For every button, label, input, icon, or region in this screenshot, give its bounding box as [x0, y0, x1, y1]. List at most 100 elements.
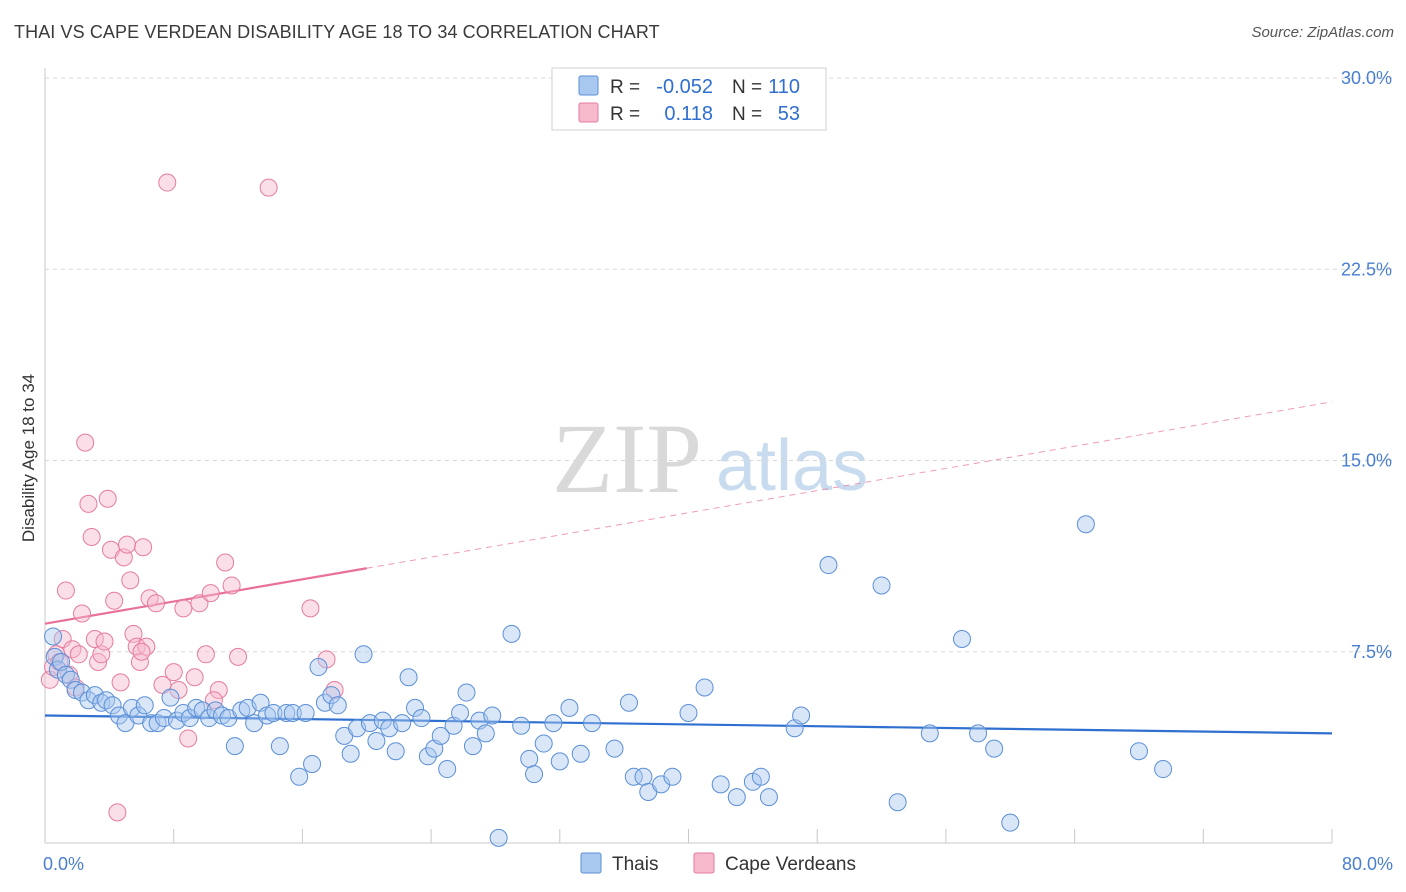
x-tick-labels: 0.0% 80.0% — [43, 854, 1393, 874]
thais-point — [695, 678, 714, 697]
thais-point — [582, 714, 601, 733]
thais-point — [483, 706, 502, 725]
series-legend: Thais Cape Verdeans — [580, 852, 856, 875]
thais-point — [225, 737, 244, 756]
thais-point — [476, 724, 495, 743]
cape-verdeans-point — [301, 599, 320, 618]
cape-verdeans-point — [164, 663, 183, 682]
thais-point — [354, 645, 373, 664]
thais-point — [819, 556, 838, 575]
cape-verdeans-point — [79, 494, 98, 513]
chart-title: THAI VS CAPE VERDEAN DISABILITY AGE 18 T… — [14, 22, 660, 42]
thais-point — [888, 793, 907, 812]
legend-swatch-thais — [578, 75, 599, 96]
thais-point — [727, 788, 746, 807]
cape-verdeans-point — [190, 594, 209, 613]
x-tick-label-min: 0.0% — [43, 854, 84, 874]
y-axis-title: Disability Age 18 to 34 — [19, 374, 38, 542]
thais-point — [56, 665, 75, 684]
y-tick-labels: 7.5% 15.0% 22.5% 30.0% — [1341, 68, 1392, 662]
thais-point — [985, 739, 1004, 758]
cape-verdeans-point — [201, 584, 220, 603]
thais-point — [399, 668, 418, 687]
thais-point — [328, 696, 347, 715]
thais-point — [135, 696, 154, 715]
thais-point — [463, 737, 482, 756]
thais-point — [303, 754, 322, 773]
watermark-atlas: atlas — [716, 426, 868, 506]
thais-point — [386, 742, 405, 761]
thais-point — [792, 706, 811, 725]
thais-point — [103, 696, 122, 715]
cape-verdeans-point — [108, 803, 127, 822]
thais-point — [322, 686, 341, 705]
thais-point — [759, 788, 778, 807]
cape-verdeans-point — [196, 645, 215, 664]
thais-point — [969, 724, 988, 743]
thais-point — [544, 714, 563, 733]
thais-point — [373, 711, 392, 730]
thais-point — [711, 775, 730, 794]
thais-point — [751, 767, 770, 786]
gridlines — [45, 77, 1392, 653]
cape-verdeans-trend-line-extension — [366, 401, 1333, 569]
thais-point — [1154, 760, 1173, 779]
cape-verdeans-point — [132, 642, 151, 661]
legend-n-value-0: 110 — [768, 76, 800, 98]
thais-point — [431, 726, 450, 745]
legend-n-label-1: N = — [732, 104, 762, 125]
thais-point — [571, 744, 590, 763]
thais-points — [44, 515, 1173, 847]
thais-point — [679, 703, 698, 722]
thais-point — [161, 688, 180, 707]
cape-verdeans-point — [127, 637, 146, 656]
thais-point — [92, 693, 111, 712]
thais-point — [1001, 813, 1020, 832]
thais-point — [1076, 515, 1095, 534]
thais-point — [393, 714, 412, 733]
cape-verdeans-point — [174, 599, 193, 618]
cape-verdeans-point — [259, 178, 278, 197]
cape-verdeans-point — [121, 571, 140, 590]
thais-point — [952, 630, 971, 648]
thais-point — [296, 703, 315, 722]
cape-verdeans-point — [216, 553, 235, 572]
cape-verdeans-point — [95, 632, 114, 651]
cape-verdeans-point — [134, 538, 153, 557]
thais-point — [663, 767, 682, 786]
thais-point — [634, 767, 653, 786]
x-tick-label-max: 80.0% — [1342, 854, 1393, 874]
y-tick-label: 22.5% — [1341, 259, 1392, 279]
legend-n-label-0: N = — [732, 77, 762, 98]
legend-swatch-cape-verdeans — [578, 102, 599, 123]
cape-verdeans-point — [147, 594, 166, 613]
legend-r-value-0: -0.052 — [656, 76, 713, 98]
cape-verdeans-point — [209, 681, 228, 699]
y-tick-label: 15.0% — [1341, 451, 1392, 471]
cape-verdeans-point — [158, 173, 177, 192]
thais-point — [550, 752, 569, 771]
cape-verdeans-point — [56, 581, 75, 600]
cape-verdeans-point — [105, 591, 124, 610]
cape-verdeans-trend-line — [44, 567, 367, 625]
thais-point — [264, 703, 283, 722]
cape-verdeans-point — [69, 645, 88, 664]
legend-r-value-1: 0.118 — [664, 103, 713, 125]
thais-point — [489, 828, 508, 847]
legend-r-label-0: R = — [610, 77, 640, 98]
correlation-legend: R = -0.052 N = 110 R = 0.118 N = 53 — [551, 67, 827, 131]
thais-point — [451, 703, 470, 722]
thais-point — [605, 739, 624, 758]
thais-point — [341, 744, 360, 763]
thais-point — [525, 765, 544, 784]
cape-verdeans-point — [82, 528, 101, 546]
thais-point — [438, 760, 457, 779]
thais-point — [872, 576, 891, 595]
thais-point — [502, 624, 521, 643]
y-tick-label: 7.5% — [1351, 642, 1392, 662]
thais-point — [85, 686, 104, 705]
thais-point — [560, 698, 579, 717]
cape-verdeans-point — [76, 433, 95, 452]
cape-verdeans-point — [137, 637, 156, 656]
